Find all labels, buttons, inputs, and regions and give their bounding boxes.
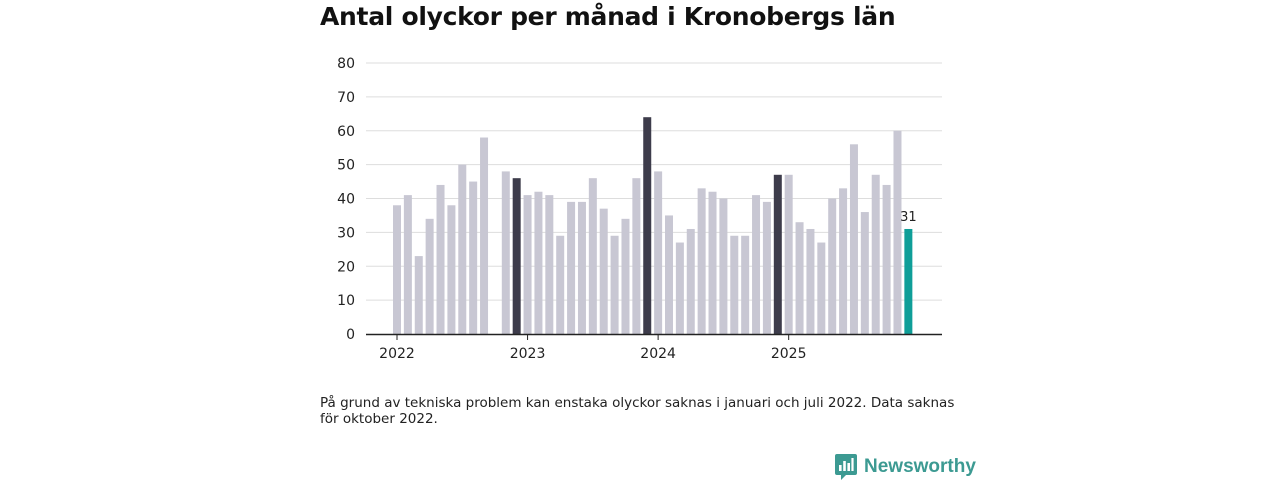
y-tick-label: 20 bbox=[337, 259, 355, 275]
bar-2023-12 bbox=[643, 117, 652, 334]
bar-2023-10 bbox=[621, 218, 630, 334]
newsworthy-chart-icon bbox=[835, 454, 857, 480]
bar-2024-01 bbox=[654, 171, 663, 334]
bar-2025-11 bbox=[893, 130, 902, 334]
bar-2023-06 bbox=[577, 201, 586, 334]
y-tick-label: 60 bbox=[337, 124, 355, 140]
x-tick-label-2025: 2025 bbox=[771, 346, 807, 362]
bar-2024-06 bbox=[708, 191, 717, 334]
bar-2025-04 bbox=[817, 242, 826, 334]
bar-2023-02 bbox=[534, 191, 543, 334]
x-tick-label-2022: 2022 bbox=[379, 346, 415, 362]
bar-2025-07 bbox=[849, 144, 858, 334]
bar-2024-02 bbox=[665, 215, 673, 334]
y-tick-label: 10 bbox=[337, 293, 355, 309]
bar-2022-01 bbox=[393, 205, 401, 334]
bar-2023-04 bbox=[556, 235, 565, 334]
bar-2025-10 bbox=[882, 184, 891, 334]
y-tick-label: 70 bbox=[337, 90, 355, 106]
bars bbox=[393, 117, 913, 334]
bar-2022-04 bbox=[425, 218, 434, 334]
bar-2022-08 bbox=[469, 181, 478, 334]
bar-2025-01 bbox=[784, 174, 793, 334]
x-axis: 2022 2023 2024 2025 bbox=[366, 333, 942, 362]
y-tick-label: 0 bbox=[346, 327, 355, 343]
bar-2024-10 bbox=[752, 195, 761, 334]
bar-2024-05 bbox=[697, 188, 706, 334]
bar-2023-05 bbox=[567, 201, 576, 334]
bar-2023-09 bbox=[610, 235, 619, 334]
bar-2022-02 bbox=[403, 195, 412, 334]
bar-2023-01 bbox=[523, 195, 532, 334]
newsworthy-logo[interactable]: Newsworthy bbox=[835, 454, 976, 480]
bar-2024-12 bbox=[773, 174, 782, 334]
bar-2025-03 bbox=[806, 228, 815, 334]
bar-2025-02 bbox=[795, 222, 804, 334]
y-tick-label: 30 bbox=[337, 225, 355, 241]
latest-value-label: 31 bbox=[900, 210, 917, 225]
bar-2022-06 bbox=[447, 205, 456, 334]
bar-2022-09 bbox=[480, 137, 489, 334]
x-tick-label-2024: 2024 bbox=[640, 346, 676, 362]
bar-2022-05 bbox=[436, 184, 445, 334]
bar-2023-08 bbox=[599, 208, 608, 334]
bar-2022-12 bbox=[512, 178, 521, 334]
y-tick-label: 80 bbox=[337, 56, 355, 72]
chart-title: Antal olyckor per månad i Kronobergs län bbox=[320, 2, 896, 31]
bar-2025-08 bbox=[860, 212, 869, 334]
bar-2024-09 bbox=[741, 235, 750, 334]
bar-2024-07 bbox=[719, 198, 728, 334]
bar-2022-03 bbox=[414, 256, 423, 334]
x-tick-label-2023: 2023 bbox=[510, 346, 546, 362]
bar-2024-03 bbox=[675, 242, 684, 334]
bar-2025-06 bbox=[839, 188, 848, 334]
data-labels: 31 bbox=[900, 210, 917, 225]
footnote: På grund av tekniska problem kan enstaka… bbox=[320, 395, 955, 427]
y-axis: 0 10 20 30 40 50 60 70 80 bbox=[337, 56, 355, 343]
bar-2024-04 bbox=[686, 228, 695, 334]
chart: 0 10 20 30 40 50 60 70 80 2022 2023 2024 2025 31 bbox=[337, 56, 942, 362]
bar-2023-11 bbox=[632, 178, 641, 334]
bar-2023-07 bbox=[588, 178, 597, 334]
bar-2022-07 bbox=[458, 164, 467, 334]
y-tick-label: 40 bbox=[337, 192, 355, 208]
bar-2024-11 bbox=[762, 201, 771, 334]
brand-name: Newsworthy bbox=[864, 456, 976, 477]
bar-2024-08 bbox=[730, 235, 739, 334]
bar-2025-12 bbox=[904, 228, 913, 334]
bar-2025-09 bbox=[871, 174, 880, 334]
bar-2025-05 bbox=[828, 198, 837, 334]
bar-2022-11 bbox=[501, 171, 510, 334]
bar-2023-03 bbox=[545, 195, 554, 334]
y-tick-label: 50 bbox=[337, 158, 355, 174]
